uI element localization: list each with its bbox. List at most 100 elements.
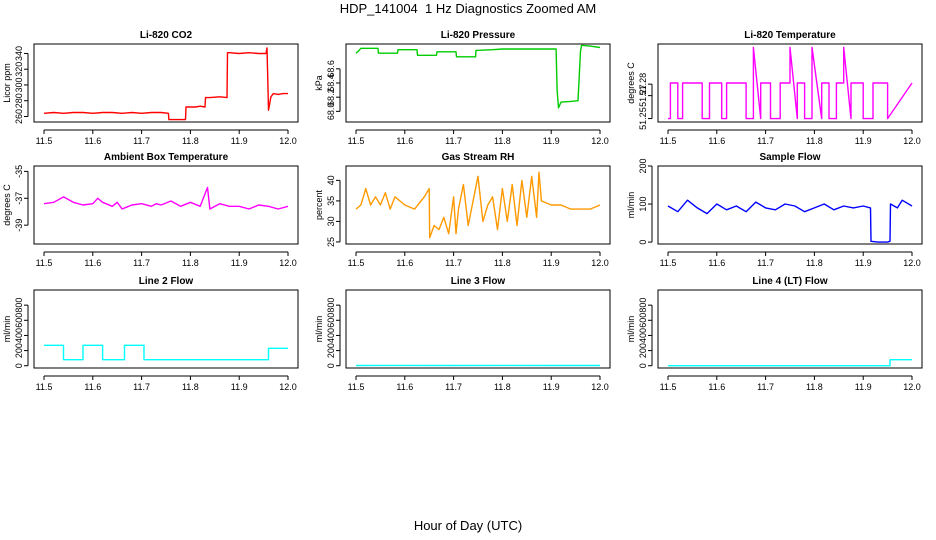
panel-title: Li-820 Pressure [441, 30, 516, 41]
x-tick-label: 11.7 [757, 136, 774, 146]
figure-title: HDP_141004 1 Hz Diagnostics Zoomed AM [339, 1, 597, 16]
x-tick-label: 12.0 [279, 258, 297, 268]
y-tick-label: 68.2 [326, 88, 336, 106]
y-tick-label: 200 [638, 158, 648, 173]
y-tick-label: 300 [14, 77, 24, 92]
panel-title: Ambient Box Temperature [104, 152, 229, 163]
y-tick-label: 0 [326, 363, 336, 368]
plot-frame [33, 43, 299, 123]
panel-1: Li-820 CO2 11.5 11.6 11.7 11.8 11.9 12.0 260280… [2, 30, 299, 146]
y-tick-label: 200 [638, 343, 648, 358]
y-tick-label: 51.28 [638, 73, 648, 96]
x-tick-label: 11.9 [231, 382, 248, 392]
y-tick-label: 800 [638, 298, 648, 313]
y-tick-label: 68.0 [326, 103, 336, 121]
x-tick-label: 11.9 [543, 136, 560, 146]
y-tick-label: -37 [14, 192, 24, 205]
x-tick-label: 11.6 [708, 382, 725, 392]
x-tick-label: 11.6 [708, 258, 725, 268]
x-tick-label: 11.9 [231, 136, 248, 146]
y-tick-label: -39 [14, 219, 24, 232]
y-tick-label: 68.4 [326, 74, 336, 92]
data-series [355, 171, 601, 239]
x-tick-label: 11.8 [182, 382, 199, 392]
x-tick-label: 12.0 [903, 136, 921, 146]
x-tick-label: 12.0 [591, 258, 609, 268]
y-tick-label: 51.27 [638, 84, 648, 107]
x-tick-label: 11.5 [660, 136, 677, 146]
x-tick-label: 11.6 [396, 136, 413, 146]
x-tick-label: 11.7 [445, 382, 462, 392]
x-tick-label: 11.6 [396, 382, 413, 392]
x-tick-label: 11.8 [494, 136, 511, 146]
panel-2: Li-820 Pressure 11.5 11.6 11.7 11.8 11.9 12.0 6… [314, 30, 611, 146]
y-tick-label: 0 [638, 240, 648, 245]
plot-frame [657, 165, 923, 245]
panel-title: Line 2 Flow [139, 276, 194, 287]
x-tick-label: 11.7 [133, 258, 150, 268]
x-tick-label: 11.8 [182, 258, 199, 268]
y-tick-label: 30 [326, 216, 336, 226]
y-tick-label: 0 [14, 363, 24, 368]
y-tick-label: 200 [14, 343, 24, 358]
x-tick-label: 11.7 [133, 382, 150, 392]
y-axis-label: ml/min [2, 316, 12, 343]
x-tick-label: 11.7 [757, 382, 774, 392]
x-tick-label: 11.6 [396, 258, 413, 268]
data-series [43, 47, 288, 121]
x-tick-label: 11.8 [182, 136, 199, 146]
x-tick-label: 11.9 [543, 258, 560, 268]
x-tick-label: 11.6 [84, 258, 101, 268]
y-tick-label: 400 [14, 328, 24, 343]
panel-8: Line 3 Flow 11.5 11.6 11.7 11.8 11.9 12.0 0 2004… [314, 276, 611, 392]
x-tick-label: 11.7 [445, 136, 462, 146]
y-tick-label: 200 [326, 343, 336, 358]
plot-frame [33, 289, 299, 369]
y-tick-label: 600 [638, 313, 648, 328]
panel-title: Li-820 Temperature [744, 30, 836, 41]
y-tick-label: 35 [326, 196, 336, 206]
y-tick-label: 260 [14, 109, 24, 124]
x-tick-label: 12.0 [279, 382, 297, 392]
y-axis-label: degrees C [2, 184, 12, 226]
x-tick-label: 11.6 [84, 382, 101, 392]
y-tick-label: -35 [14, 165, 24, 178]
panel-title: Line 3 Flow [451, 276, 506, 287]
y-tick-label: 68.6 [326, 60, 336, 78]
panel-title: Gas Stream RH [442, 152, 515, 163]
data-series [43, 186, 289, 210]
x-tick-label: 12.0 [903, 258, 921, 268]
x-tick-label: 11.5 [36, 136, 53, 146]
panel-9: Line 4 (LT) Flow 11.5 11.6 11.7 11.8 11.9 12.0… [626, 276, 923, 392]
panel-4: Ambient Box Temperature 11.5 11.6 11.7 11.8 1… [2, 152, 299, 268]
x-tick-label: 12.0 [279, 136, 297, 146]
y-axis-label: ml/min [626, 316, 636, 343]
y-tick-label: 400 [638, 328, 648, 343]
y-tick-label: 600 [14, 313, 24, 328]
x-tick-label: 11.5 [348, 136, 365, 146]
x-tick-label: 11.8 [494, 258, 511, 268]
x-tick-label: 11.5 [348, 258, 365, 268]
panel-title: Li-820 CO2 [140, 30, 193, 41]
plot-frame [33, 165, 299, 245]
x-tick-label: 11.9 [855, 136, 872, 146]
plot-frame [345, 289, 611, 369]
panel-7: Line 2 Flow 11.5 11.6 11.7 11.8 11.9 12.0 0 2004… [2, 276, 299, 392]
plot-frame [657, 289, 923, 369]
x-tick-label: 11.5 [36, 382, 53, 392]
x-tick-label: 11.8 [806, 136, 823, 146]
x-tick-label: 11.5 [36, 258, 53, 268]
y-axis-label: Licor ppm [2, 63, 12, 103]
y-tick-label: 320 [14, 62, 24, 77]
x-tick-label: 11.9 [231, 258, 248, 268]
y-axis-label: percent [314, 189, 324, 220]
y-tick-label: 25 [326, 237, 336, 247]
plot-frame [657, 43, 923, 123]
x-tick-label: 11.6 [708, 136, 725, 146]
data-series [668, 46, 913, 120]
y-tick-label: 400 [326, 328, 336, 343]
plot-frame [345, 165, 611, 245]
y-tick-label: 280 [14, 93, 24, 108]
